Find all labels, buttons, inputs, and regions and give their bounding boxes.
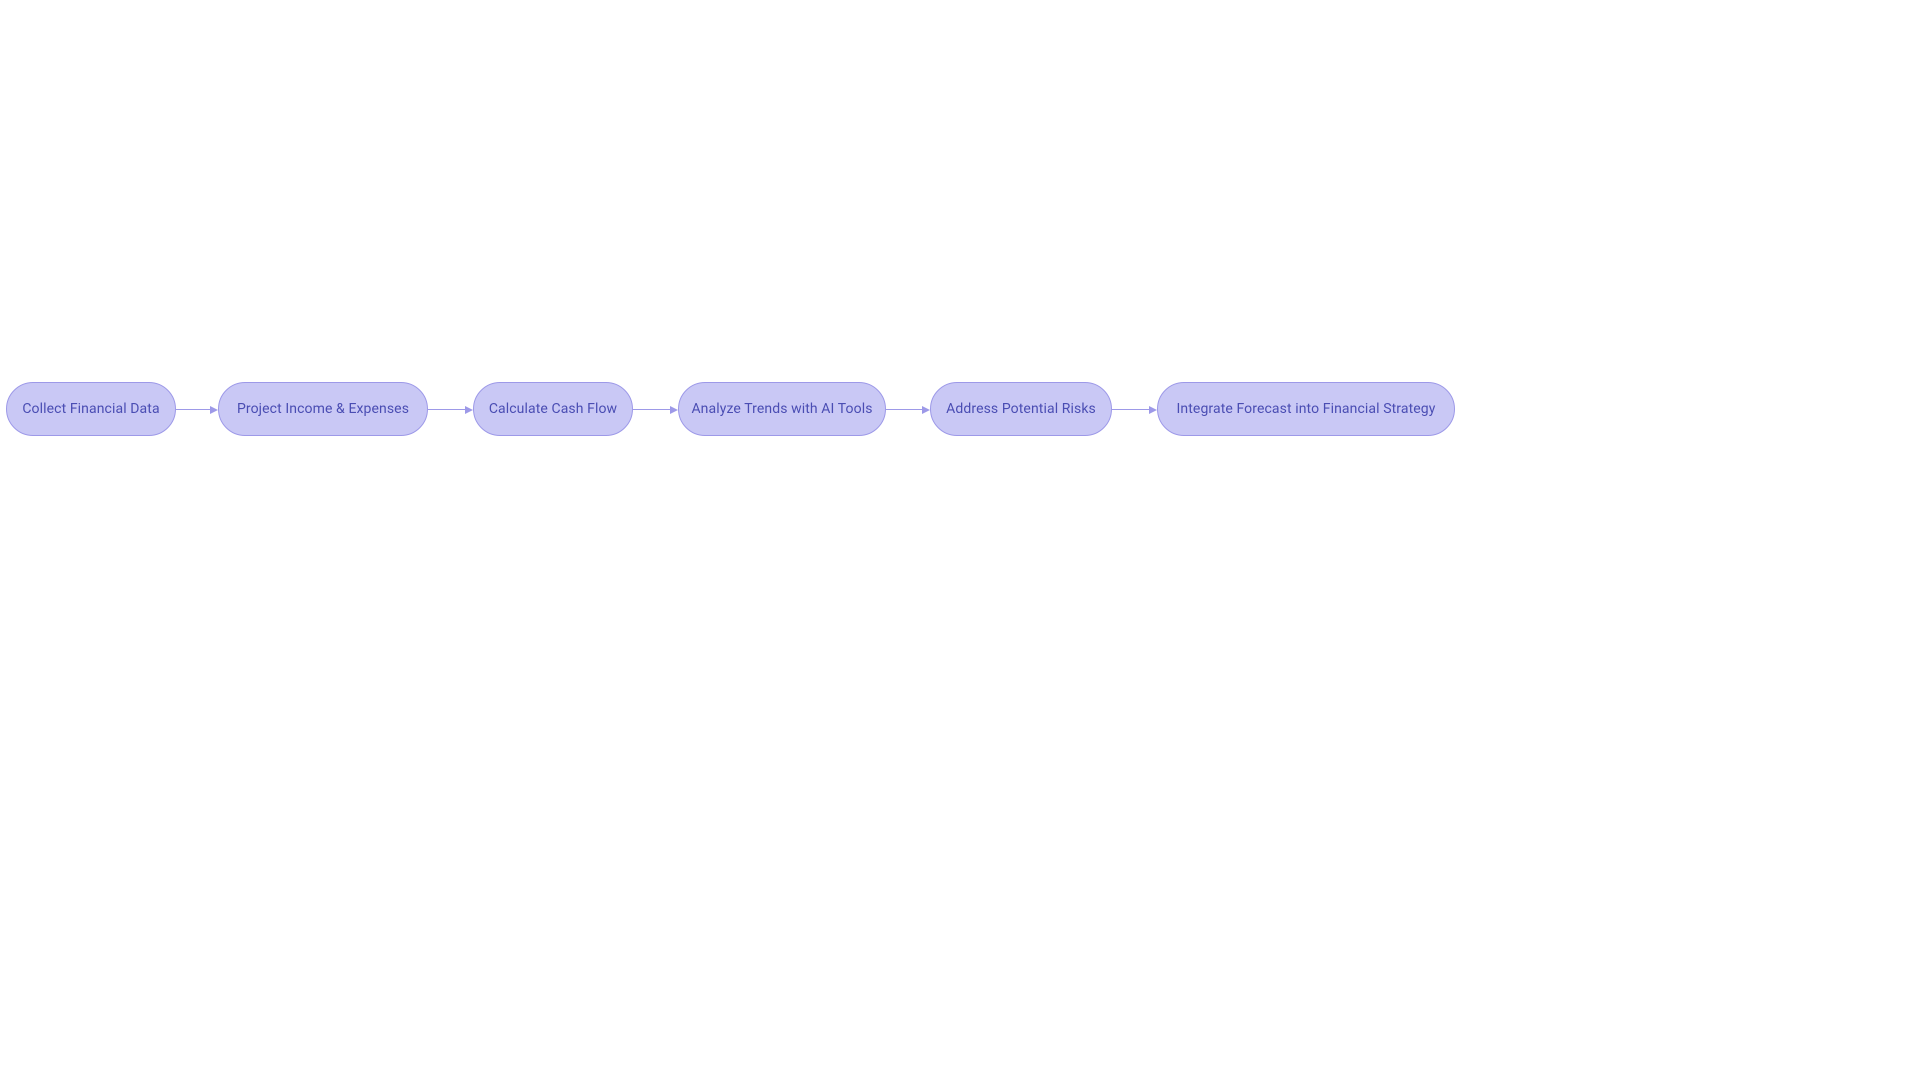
flow-node-label: Analyze Trends with AI Tools — [691, 401, 872, 417]
flow-edge — [1112, 409, 1149, 410]
flow-node: Project Income & Expenses — [218, 382, 428, 436]
flow-edge — [633, 409, 670, 410]
flow-edge — [886, 409, 922, 410]
flow-node-label: Address Potential Risks — [946, 401, 1096, 417]
arrowhead-icon — [1149, 406, 1157, 414]
arrowhead-icon — [922, 406, 930, 414]
flow-node-label: Calculate Cash Flow — [489, 401, 617, 417]
flow-node: Analyze Trends with AI Tools — [678, 382, 886, 436]
arrowhead-icon — [465, 406, 473, 414]
flow-node: Collect Financial Data — [6, 382, 176, 436]
flow-node-label: Integrate Forecast into Financial Strate… — [1177, 401, 1436, 417]
flow-node-label: Collect Financial Data — [22, 401, 159, 417]
arrowhead-icon — [210, 406, 218, 414]
flow-node: Calculate Cash Flow — [473, 382, 633, 436]
flow-node: Integrate Forecast into Financial Strate… — [1157, 382, 1455, 436]
flow-edge — [428, 409, 465, 410]
flow-node: Address Potential Risks — [930, 382, 1112, 436]
flow-edge — [176, 409, 210, 410]
flowchart-canvas: Collect Financial Data Project Income & E… — [0, 0, 1920, 1080]
flow-node-label: Project Income & Expenses — [237, 401, 409, 417]
arrowhead-icon — [670, 406, 678, 414]
